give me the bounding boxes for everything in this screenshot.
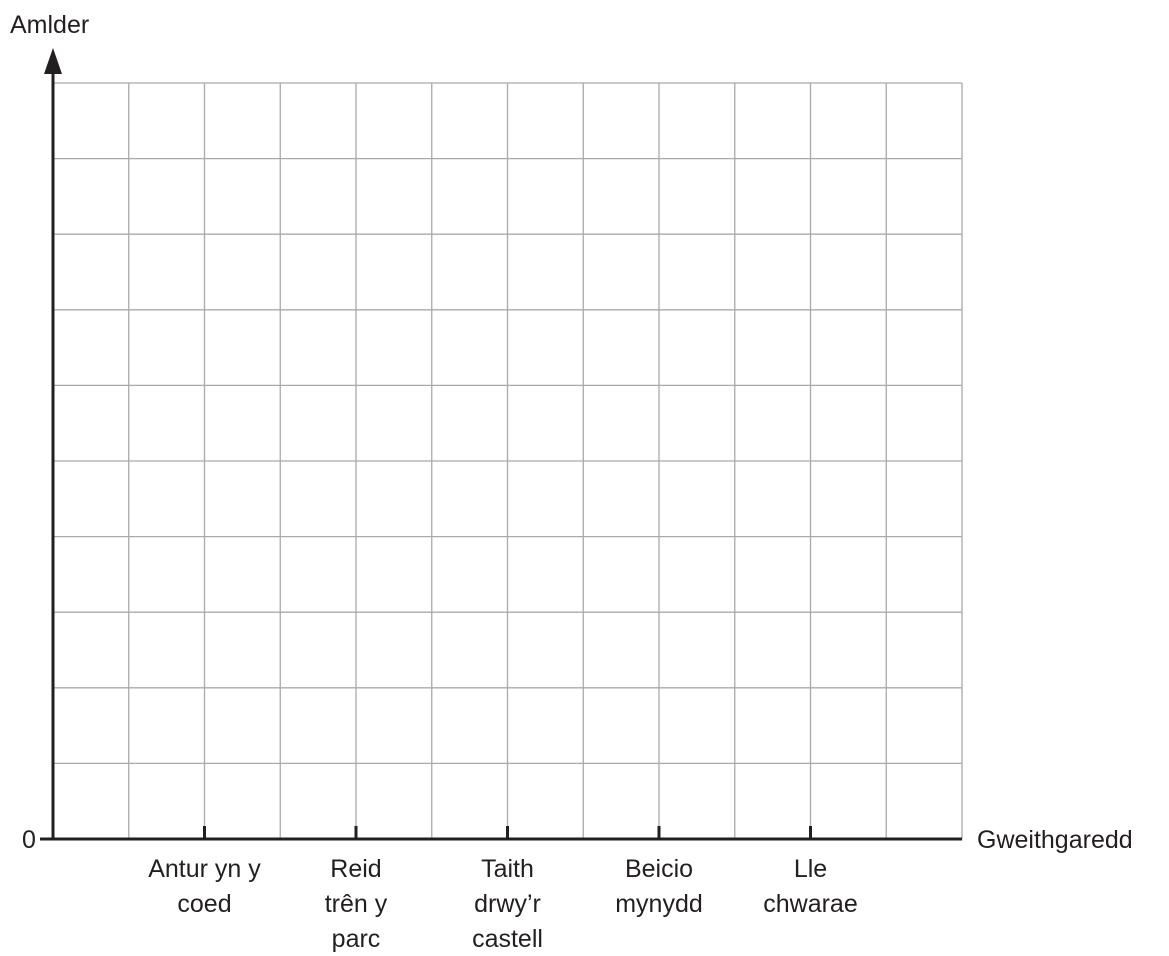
x-axis-category-labels: Antur yn y coed Reid trên y parc Taith drwy’r c…	[148, 855, 858, 953]
x-axis-category-label-line: drwy’r	[474, 890, 541, 918]
x-axis-category-label: Lle chwarae	[763, 855, 858, 918]
y-axis-origin-label: 0	[22, 826, 36, 854]
x-axis-category-label: Beicio mynydd	[615, 855, 703, 918]
x-axis-category-label-line: Beicio	[625, 855, 693, 883]
x-axis-category-label: Reid trên y parc	[325, 855, 388, 953]
x-axis-category-label-line: trên y	[325, 890, 388, 918]
x-axis-category-label-line: coed	[177, 890, 231, 918]
grid-lines	[53, 82, 963, 839]
x-axis-category-label-line: Antur yn y	[148, 855, 261, 883]
x-axis-category-label-line: Taith	[481, 855, 534, 883]
x-axis-title: Gweithgaredd	[977, 826, 1133, 854]
x-axis-category-label-line: chwarae	[763, 890, 858, 918]
x-axis-category-label-line: castell	[472, 925, 543, 953]
x-axis-category-label-line: Lle	[794, 855, 827, 883]
y-axis-arrowhead	[44, 48, 62, 74]
axes	[40, 48, 962, 841]
x-axis-category-label-line: mynydd	[615, 890, 703, 918]
x-axis-category-label: Taith drwy’r castell	[472, 855, 543, 953]
x-axis-ticks	[203, 826, 812, 839]
y-axis-title: Amlder	[10, 11, 89, 39]
x-axis-category-label-line: Reid	[330, 855, 381, 883]
x-axis-category-label: Antur yn y coed	[148, 855, 261, 918]
x-axis-category-label-line: parc	[332, 925, 381, 953]
